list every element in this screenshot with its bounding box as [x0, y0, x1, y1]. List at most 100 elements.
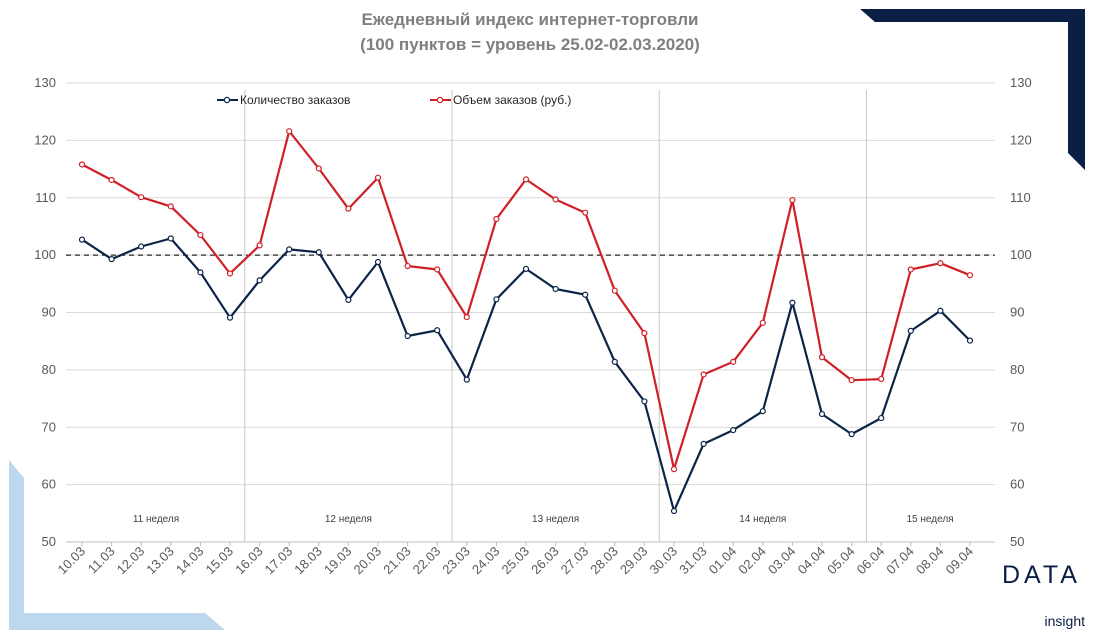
point-s1-10.03: [78, 161, 86, 168]
point-s1-15.03: [226, 270, 234, 277]
x-tick-23.03: 23.03: [439, 544, 473, 578]
point-s0-19.03: [345, 296, 352, 303]
x-tick-09.04: 09.04: [943, 544, 977, 578]
point-s0-16.03: [256, 277, 263, 284]
x-tick-18.03: 18.03: [291, 544, 325, 578]
point-s0-28.03: [611, 358, 618, 365]
legend: Количество заказов Объем заказов (руб.): [217, 93, 571, 107]
x-tick-02.04: 02.04: [735, 544, 769, 578]
point-s1-11.03: [108, 176, 115, 184]
x-tick-10.03: 10.03: [55, 544, 89, 578]
x-tick-05.04: 05.04: [824, 544, 858, 578]
y-tick-right-100: 100: [1010, 247, 1032, 262]
y-tick-left-60: 60: [42, 477, 56, 492]
legend-point-orders-count: [223, 96, 231, 104]
point-s1-06.04: [878, 375, 885, 383]
y-tick-right-70: 70: [1010, 419, 1024, 434]
point-s0-21.03: [404, 332, 411, 340]
point-s0-08.04: [937, 307, 944, 314]
point-s0-22.03: [434, 327, 441, 334]
point-s1-19.03: [345, 205, 352, 212]
point-s0-04.04: [818, 410, 826, 418]
y-tick-right-60: 60: [1010, 477, 1024, 492]
point-s1-07.04: [907, 266, 914, 273]
point-s1-24.03: [493, 215, 500, 223]
x-tick-22.03: 22.03: [410, 544, 444, 578]
legend-point-orders-volume: [436, 96, 444, 104]
point-s0-15.03: [226, 314, 234, 321]
x-tick-24.03: 24.03: [469, 544, 503, 578]
point-s1-13.03: [167, 203, 174, 210]
series-orders-count: [78, 235, 974, 515]
point-s1-09.04: [966, 272, 974, 279]
point-s0-02.04: [759, 408, 766, 415]
point-s0-12.03: [138, 243, 145, 250]
x-tick-19.03: 19.03: [321, 544, 355, 578]
y-axis-left: 50 60 70 80 90 100 110 120 130: [34, 75, 56, 549]
point-s0-05.04: [848, 431, 855, 438]
point-s1-12.03: [138, 194, 145, 201]
x-tick-04.04: 04.04: [795, 544, 829, 578]
week-label-1: 11 неделя: [133, 514, 179, 525]
point-s0-30.03: [670, 507, 678, 515]
point-s1-03.04: [789, 196, 796, 204]
y-tick-left-50: 50: [42, 534, 56, 549]
point-s1-14.03: [197, 231, 204, 239]
point-s1-27.03: [582, 209, 589, 216]
gridlines: [66, 82, 995, 543]
logo-data-text: DATA: [1002, 561, 1081, 589]
x-tick-27.03: 27.03: [558, 544, 592, 578]
y-tick-left-80: 80: [42, 362, 56, 377]
series-lines: [78, 128, 974, 515]
bottom-left-frame: [9, 460, 225, 630]
series-line-0: [81, 237, 971, 513]
logo-insight-text: insight: [1045, 613, 1086, 629]
x-tick-29.03: 29.03: [617, 544, 651, 578]
y-tick-right-130: 130: [1010, 75, 1032, 90]
point-s0-13.03: [167, 235, 174, 242]
week-label-3: 13 неделя: [532, 514, 579, 525]
y-tick-right-80: 80: [1010, 362, 1024, 377]
week-label-4: 14 неделя: [739, 514, 786, 525]
point-s1-17.03: [286, 128, 293, 135]
x-tick-21.03: 21.03: [380, 544, 414, 578]
x-tick-06.04: 06.04: [854, 544, 888, 578]
point-s1-02.04: [759, 319, 766, 326]
y-tick-left-100: 100: [34, 247, 56, 262]
x-axis: 10.0311.0312.0313.0314.0315.0316.0317.03…: [55, 542, 977, 578]
point-s0-03.04: [789, 299, 796, 306]
point-s0-17.03: [286, 246, 293, 253]
point-s1-08.04: [937, 260, 944, 267]
point-s1-23.03: [463, 313, 470, 321]
legend-label-orders-volume: Объем заказов (руб.): [453, 93, 571, 107]
point-s0-14.03: [197, 269, 204, 276]
x-tick-08.04: 08.04: [913, 544, 947, 578]
point-s1-16.03: [256, 242, 263, 249]
y-tick-left-120: 120: [34, 132, 56, 147]
point-s1-29.03: [641, 330, 648, 337]
x-tick-07.04: 07.04: [883, 544, 917, 578]
x-tick-11.03: 11.03: [85, 544, 118, 577]
x-tick-25.03: 25.03: [499, 544, 533, 578]
point-s0-24.03: [493, 296, 500, 303]
week-labels: 11 неделя 12 неделя 13 неделя 14 неделя 15 н…: [133, 514, 954, 525]
point-s0-09.04: [966, 337, 974, 344]
y-tick-right-110: 110: [1010, 190, 1031, 205]
point-s1-18.03: [315, 165, 322, 172]
point-s1-05.04: [848, 377, 855, 384]
x-tick-26.03: 26.03: [528, 544, 562, 578]
y-tick-left-130: 130: [34, 75, 56, 90]
series-orders-volume: [78, 128, 974, 473]
x-tick-28.03: 28.03: [587, 544, 621, 578]
point-s1-20.03: [374, 174, 382, 181]
x-tick-01.04: 01.04: [706, 544, 740, 578]
x-tick-14.03: 14.03: [173, 544, 207, 578]
point-s0-20.03: [374, 258, 382, 266]
point-s1-01.04: [730, 358, 737, 365]
point-s0-27.03: [582, 291, 589, 298]
x-tick-12.03: 12.03: [114, 544, 148, 578]
point-s0-18.03: [315, 249, 322, 256]
week-label-2: 12 неделя: [325, 514, 372, 525]
x-tick-30.03: 30.03: [647, 544, 681, 578]
